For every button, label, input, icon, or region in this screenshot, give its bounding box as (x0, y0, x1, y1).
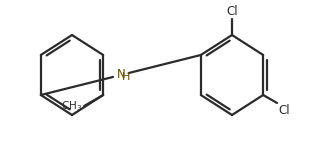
Text: N: N (116, 69, 125, 82)
Text: H: H (122, 72, 130, 82)
Text: Cl: Cl (278, 104, 290, 117)
Text: CH$_3$: CH$_3$ (61, 99, 82, 113)
Text: Cl: Cl (226, 5, 238, 18)
